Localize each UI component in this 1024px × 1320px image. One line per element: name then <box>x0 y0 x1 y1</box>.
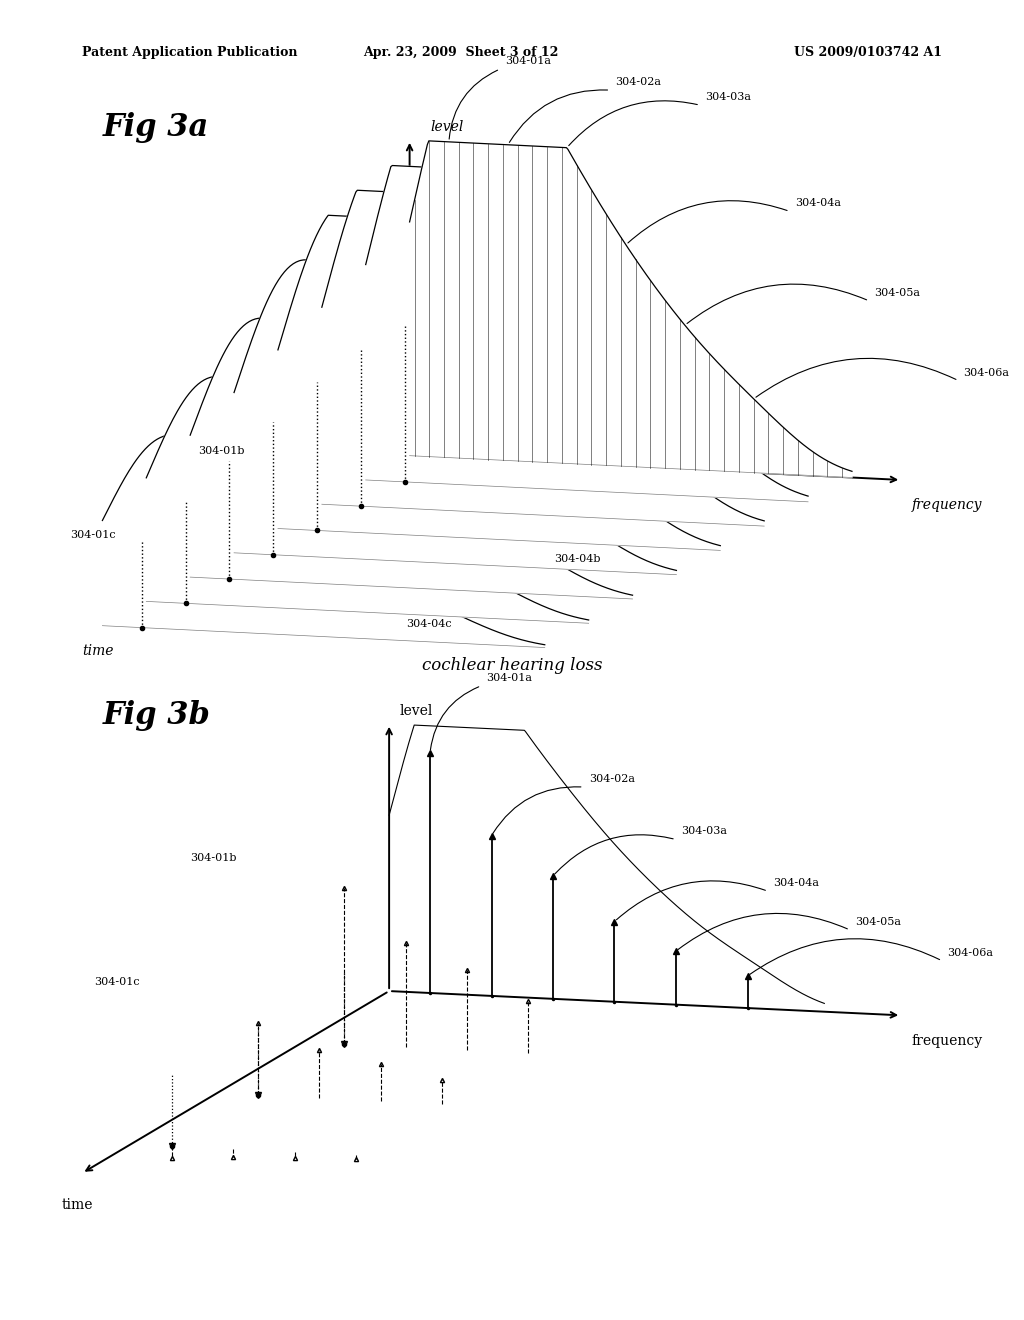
Polygon shape <box>278 215 720 550</box>
Text: 304-04a: 304-04a <box>795 198 841 209</box>
Text: 304-05a: 304-05a <box>855 917 901 927</box>
Polygon shape <box>102 434 545 648</box>
Text: 304-05a: 304-05a <box>874 288 921 298</box>
Text: 304-04b: 304-04b <box>554 554 601 564</box>
Text: 304-02a: 304-02a <box>615 77 662 87</box>
Text: level: level <box>399 704 433 718</box>
Text: cochlear hearing loss: cochlear hearing loss <box>422 657 602 675</box>
Text: 304-01b: 304-01b <box>198 446 245 457</box>
Text: 304-01b: 304-01b <box>190 854 237 863</box>
Text: Fig 3b: Fig 3b <box>102 700 210 730</box>
Text: 304-01a: 304-01a <box>486 673 532 682</box>
Polygon shape <box>366 165 808 502</box>
Text: Fig 3a: Fig 3a <box>102 112 209 143</box>
Text: 304-01a: 304-01a <box>505 55 551 66</box>
Text: 304-06a: 304-06a <box>947 948 993 958</box>
Text: time: time <box>61 1197 93 1212</box>
Text: 304-03a: 304-03a <box>681 826 727 837</box>
Text: 304-06a: 304-06a <box>964 367 1010 378</box>
Text: Apr. 23, 2009  Sheet 3 of 12: Apr. 23, 2009 Sheet 3 of 12 <box>364 46 558 59</box>
Polygon shape <box>322 190 764 527</box>
Text: frequency: frequency <box>911 498 982 512</box>
Polygon shape <box>234 260 677 574</box>
Text: frequency: frequency <box>911 1034 982 1048</box>
Text: 304-01c: 304-01c <box>94 977 140 986</box>
Text: 304-03a: 304-03a <box>706 92 752 102</box>
Text: US 2009/0103742 A1: US 2009/0103742 A1 <box>794 46 942 59</box>
Text: 304-01c: 304-01c <box>70 531 116 540</box>
Text: 304-04c: 304-04c <box>406 619 452 630</box>
Text: time: time <box>82 644 114 657</box>
Text: Patent Application Publication: Patent Application Publication <box>82 46 297 59</box>
Polygon shape <box>190 318 633 599</box>
Polygon shape <box>146 376 589 623</box>
Polygon shape <box>410 141 852 478</box>
Text: level: level <box>430 120 464 133</box>
Text: 304-04a: 304-04a <box>773 878 819 888</box>
Text: 304-02a: 304-02a <box>589 774 635 784</box>
